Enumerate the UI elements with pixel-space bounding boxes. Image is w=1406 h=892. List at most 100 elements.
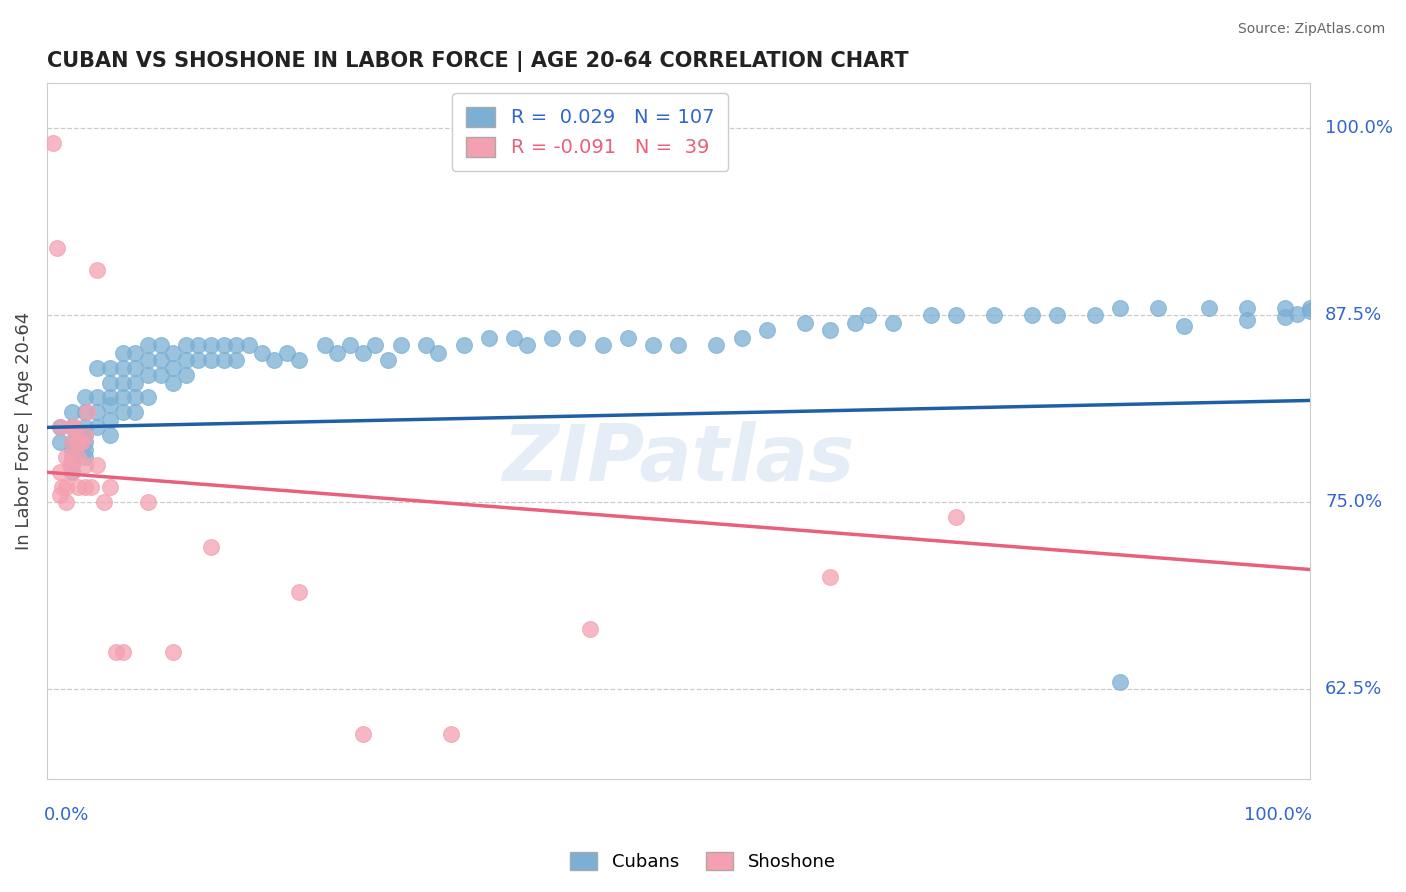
Point xyxy=(51,480,73,494)
Point xyxy=(1299,303,1322,318)
Point xyxy=(440,727,463,741)
Point xyxy=(124,405,146,419)
Point xyxy=(1236,301,1258,315)
Point xyxy=(1084,308,1107,322)
Y-axis label: In Labor Force | Age 20-64: In Labor Force | Age 20-64 xyxy=(15,312,32,550)
Point xyxy=(76,405,98,419)
Point xyxy=(60,465,83,479)
Point xyxy=(73,480,96,494)
Point xyxy=(352,345,374,359)
Point xyxy=(73,405,96,419)
Point xyxy=(86,360,108,375)
Point xyxy=(200,540,222,554)
Point xyxy=(149,353,172,368)
Point xyxy=(111,645,134,659)
Point xyxy=(124,376,146,390)
Point xyxy=(67,450,90,465)
Text: 100.0%: 100.0% xyxy=(1324,120,1393,137)
Point xyxy=(73,420,96,434)
Point xyxy=(73,435,96,450)
Point xyxy=(136,353,159,368)
Point xyxy=(55,450,77,465)
Point xyxy=(174,353,197,368)
Point xyxy=(136,368,159,382)
Point xyxy=(60,465,83,479)
Text: 75.0%: 75.0% xyxy=(1324,493,1382,511)
Point xyxy=(755,323,778,337)
Point xyxy=(478,331,501,345)
Point xyxy=(263,353,285,368)
Point xyxy=(793,316,815,330)
Point xyxy=(541,331,564,345)
Point xyxy=(427,345,450,359)
Point xyxy=(73,442,96,457)
Point xyxy=(352,727,374,741)
Text: 0.0%: 0.0% xyxy=(45,805,90,824)
Point xyxy=(1021,308,1043,322)
Point xyxy=(187,338,209,352)
Point xyxy=(250,345,273,359)
Point xyxy=(60,435,83,450)
Point xyxy=(73,450,96,465)
Point xyxy=(453,338,475,352)
Point xyxy=(60,442,83,457)
Legend: R =  0.029   N = 107, R = -0.091   N =  39: R = 0.029 N = 107, R = -0.091 N = 39 xyxy=(453,93,728,171)
Text: 62.5%: 62.5% xyxy=(1324,680,1382,698)
Point xyxy=(48,435,70,450)
Point xyxy=(882,316,904,330)
Point xyxy=(1147,301,1170,315)
Point xyxy=(60,420,83,434)
Point xyxy=(67,435,90,450)
Point xyxy=(48,420,70,434)
Point xyxy=(617,331,640,345)
Point xyxy=(60,458,83,472)
Point xyxy=(162,645,184,659)
Point xyxy=(111,405,134,419)
Point xyxy=(1173,318,1195,333)
Point xyxy=(98,428,121,442)
Point xyxy=(162,345,184,359)
Point xyxy=(86,391,108,405)
Point xyxy=(124,345,146,359)
Point xyxy=(389,338,412,352)
Point xyxy=(276,345,298,359)
Point xyxy=(48,488,70,502)
Point xyxy=(73,428,96,442)
Point xyxy=(174,368,197,382)
Point xyxy=(98,360,121,375)
Point xyxy=(1198,301,1220,315)
Point xyxy=(945,510,967,524)
Point xyxy=(55,495,77,509)
Point xyxy=(844,316,866,330)
Point xyxy=(98,391,121,405)
Point xyxy=(288,353,311,368)
Point xyxy=(314,338,336,352)
Point xyxy=(326,345,349,359)
Point xyxy=(46,241,69,255)
Point xyxy=(86,263,108,277)
Point xyxy=(643,338,665,352)
Point xyxy=(162,360,184,375)
Point xyxy=(93,495,115,509)
Point xyxy=(1109,301,1132,315)
Point xyxy=(111,376,134,390)
Point xyxy=(1299,301,1322,315)
Point xyxy=(60,450,83,465)
Point xyxy=(42,136,65,151)
Text: 87.5%: 87.5% xyxy=(1324,306,1382,324)
Point xyxy=(364,338,387,352)
Point xyxy=(124,360,146,375)
Point xyxy=(339,338,361,352)
Point xyxy=(1109,674,1132,689)
Point xyxy=(415,338,437,352)
Point xyxy=(149,368,172,382)
Point xyxy=(162,376,184,390)
Point xyxy=(704,338,727,352)
Point xyxy=(48,420,70,434)
Point xyxy=(856,308,879,322)
Point xyxy=(98,376,121,390)
Point xyxy=(1274,301,1296,315)
Point xyxy=(72,435,94,450)
Point xyxy=(98,413,121,427)
Point xyxy=(579,623,602,637)
